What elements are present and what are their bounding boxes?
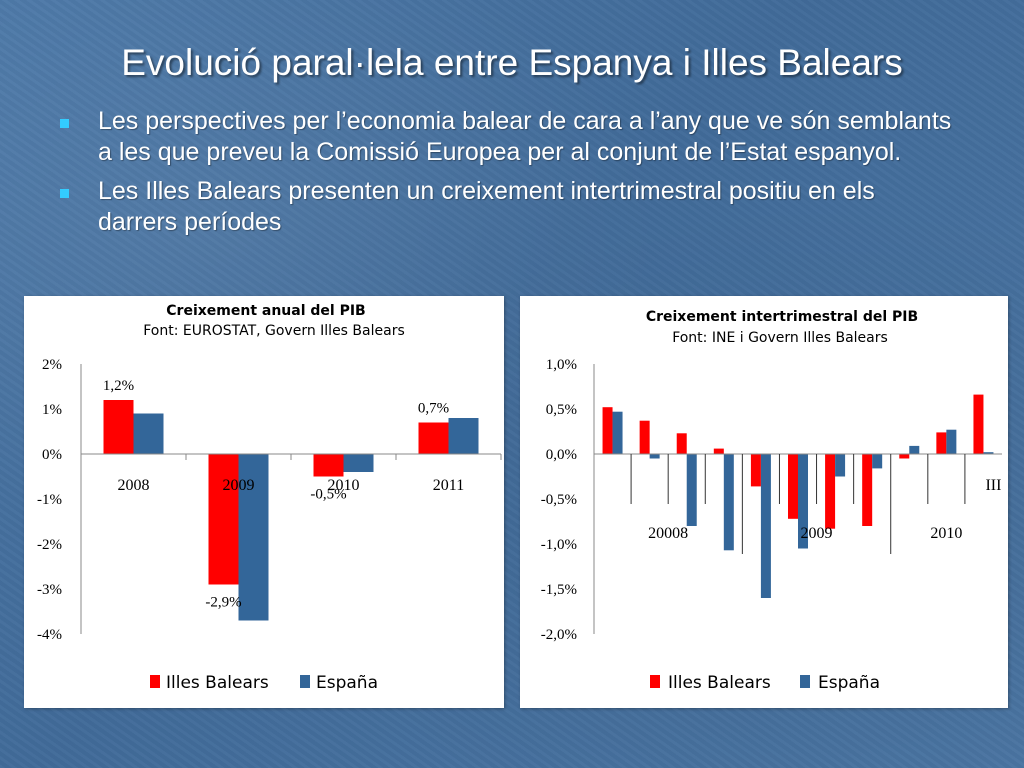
x-category-label: 2010 <box>328 477 360 494</box>
bar-illes-balears <box>676 433 687 454</box>
y-tick-label: -1% <box>37 492 62 508</box>
bar-espana <box>723 454 734 551</box>
chart-marks: 2% 1% 0% -1% -2% -3% -4% 2008 2009 2010 2011 1,2% -2… <box>37 357 502 643</box>
square-bullet-icon <box>60 189 69 198</box>
legend-swatch-illes-balears <box>650 675 660 688</box>
chart-legend: Illes Balears España <box>150 673 378 693</box>
legend-swatch-illes-balears <box>150 675 160 688</box>
bar-illes-balears <box>602 407 613 454</box>
bar-espana <box>448 418 479 454</box>
bar-espana <box>909 445 920 454</box>
bar-illes-balears <box>899 454 910 459</box>
quarterly-gdp-chart: Creixement intertrimestral del PIB Font:… <box>520 296 1008 708</box>
legend-label: España <box>818 673 880 693</box>
bar-espana <box>983 452 994 454</box>
y-tick-label: 1% <box>42 402 62 418</box>
x-category-label: 2008 <box>118 477 150 494</box>
x-group-label: 2009 <box>801 525 833 542</box>
bar-illes-balears <box>313 454 344 477</box>
bar-illes-balears <box>973 394 984 454</box>
data-label: -2,9% <box>205 595 241 611</box>
legend-label: España <box>316 673 378 693</box>
bar-espana <box>946 429 957 454</box>
bullet-item: Les Illes Balears presenten un creixemen… <box>60 176 960 238</box>
bar-espana <box>872 454 883 469</box>
quarterly-gdp-chart-svg: Creixement intertrimestral del PIB Font:… <box>541 309 1002 693</box>
y-tick-label: 2% <box>42 357 62 373</box>
y-tick-label: -2,0% <box>541 627 577 643</box>
y-tick-label: 1,0% <box>546 357 577 373</box>
x-category-label: 2011 <box>433 477 464 494</box>
bar-illes-balears <box>639 420 650 454</box>
y-tick-label: -1,0% <box>541 537 577 553</box>
chart-subtitle: Font: EUROSTAT, Govern Illes Balears <box>143 323 405 339</box>
bar-illes-balears <box>788 454 798 519</box>
data-label: 1,2% <box>103 378 134 394</box>
bar-espana <box>343 454 374 472</box>
y-tick-label: 0,0% <box>546 447 577 463</box>
square-bullet-icon <box>60 119 69 128</box>
bullet-item: Les perspectives per l’economia balear d… <box>60 106 960 168</box>
legend-label: Illes Balears <box>166 673 269 693</box>
y-tick-label: -1,5% <box>541 582 577 598</box>
y-tick-label: 0% <box>42 447 62 463</box>
bullet-text: Les perspectives per l’economia balear d… <box>98 107 952 166</box>
x-group-label: 20008 <box>648 525 688 542</box>
y-tick-label: 0,5% <box>546 402 577 418</box>
bar-espana <box>835 454 846 477</box>
bar-illes-balears <box>862 454 873 526</box>
bar-illes-balears <box>418 422 449 454</box>
bar-illes-balears <box>825 454 836 529</box>
bullet-list: Les perspectives per l’economia balear d… <box>60 106 960 246</box>
chart-legend: Illes Balears España <box>650 673 880 693</box>
bar-illes-balears <box>750 454 761 487</box>
x-group-label: 2010 <box>930 525 962 542</box>
legend-label: Illes Balears <box>668 673 771 693</box>
legend-swatch-espana <box>300 675 310 688</box>
bar-illes-balears <box>936 432 947 454</box>
data-label: -0,5% <box>310 487 346 503</box>
bar-espana <box>238 454 269 621</box>
x-group-label: III <box>985 477 1001 494</box>
bullet-text: Les Illes Balears presenten un creixemen… <box>98 177 875 236</box>
bar-illes-balears <box>208 454 239 585</box>
legend-swatch-espana <box>800 675 810 688</box>
bar-illes-balears <box>713 448 724 454</box>
annual-gdp-chart: Creixement anual del PIB Font: EUROSTAT,… <box>24 296 504 708</box>
annual-gdp-chart-svg: Creixement anual del PIB Font: EUROSTAT,… <box>37 303 502 693</box>
chart-title: Creixement anual del PIB <box>166 303 365 319</box>
chart-subtitle: Font: INE i Govern Illes Balears <box>672 330 888 346</box>
bar-illes-balears <box>103 400 134 454</box>
y-tick-label: -0,5% <box>541 492 577 508</box>
chart-title: Creixement intertrimestral del PIB <box>646 309 918 325</box>
slide-title: Evolució paral·lela entre Espanya i Ille… <box>121 42 903 83</box>
y-tick-label: -3% <box>37 582 62 598</box>
x-category-label: 2009 <box>223 477 255 494</box>
bar-espana <box>686 454 697 526</box>
bar-espana <box>612 411 623 454</box>
y-tick-label: -4% <box>37 627 62 643</box>
bar-espana <box>798 454 808 549</box>
bar-espana <box>760 454 771 598</box>
y-tick-label: -2% <box>37 537 62 553</box>
chart-marks: 1,0% 0,5% 0,0% -0,5% -1,0% -1,5% -2,0% 20008 200… <box>541 357 1002 643</box>
bar-espana <box>649 454 660 459</box>
data-label: 0,7% <box>418 401 449 417</box>
bar-espana <box>133 413 164 454</box>
